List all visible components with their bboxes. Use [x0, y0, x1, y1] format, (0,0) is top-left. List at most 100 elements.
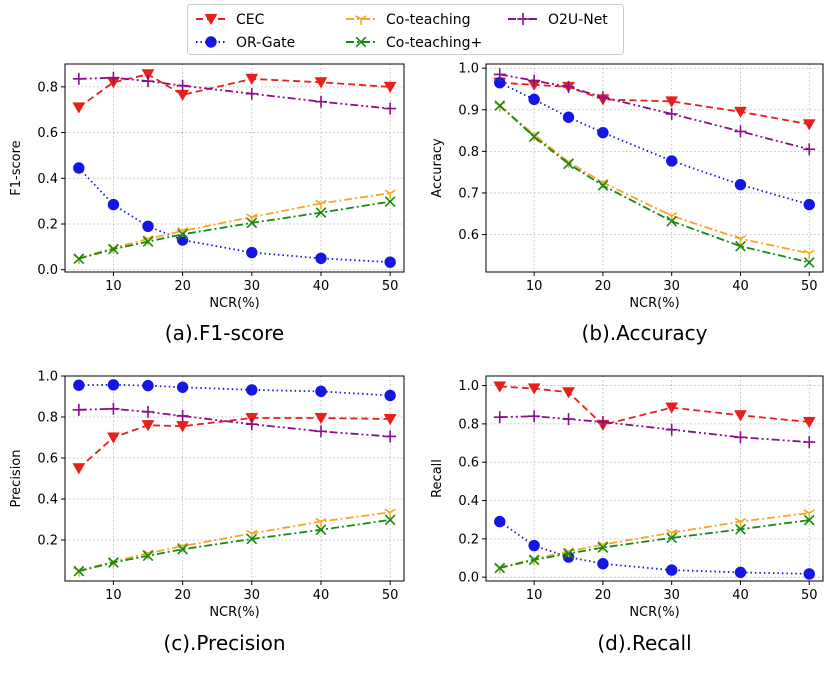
- data-point-co-teaching-plus: [142, 550, 154, 562]
- series-line-or-gate: [78, 383, 391, 397]
- data-point-cec: [665, 96, 679, 108]
- panel-b: 10 20 30 40 50 0.6 0.7 0.8 0.9 1.0 NCR(%) Accuracy (…: [430, 62, 824, 345]
- series-cec: [493, 381, 816, 432]
- series-cec: [72, 412, 397, 475]
- x-tick-label: 30: [244, 279, 261, 294]
- series-cec: [493, 77, 816, 131]
- data-point-co-teaching-plus: [142, 236, 154, 247]
- series-co-teaching: [73, 189, 396, 265]
- y-tick-label: 0.2: [458, 532, 479, 547]
- data-point-co-teaching: [734, 235, 747, 245]
- data-point-cec: [383, 414, 397, 426]
- x-axis-label: NCR(%): [209, 605, 259, 620]
- data-point-co-teaching: [734, 517, 747, 528]
- x-tick-label: 10: [526, 279, 543, 294]
- series-co-teaching-plus: [494, 514, 815, 574]
- panel-caption: (b).Accuracy: [582, 321, 708, 345]
- y-tick-label: 0.6: [37, 126, 58, 141]
- series-line-cec: [499, 385, 810, 426]
- data-point-co-teaching-plus: [803, 514, 815, 526]
- data-point-o2u-net: [528, 410, 541, 423]
- data-point-o2u-net: [665, 107, 678, 120]
- series-cec: [72, 69, 397, 114]
- data-point-co-teaching-plus: [735, 523, 746, 535]
- x-tick-label: 10: [105, 279, 122, 294]
- data-point-co-teaching-plus: [177, 228, 188, 240]
- panel-caption: (a).F1-score: [165, 321, 284, 345]
- series-co-teaching: [73, 508, 396, 577]
- y-tick-label: 0.2: [37, 534, 58, 549]
- data-point-co-teaching: [384, 189, 396, 200]
- y-tick-label: 0.4: [37, 493, 58, 508]
- y-tick-label: 0.6: [458, 228, 479, 243]
- data-point-or-gate: [315, 252, 327, 264]
- series-or-gate: [73, 162, 396, 268]
- data-point-o2u-net: [314, 425, 327, 438]
- data-point-o2u-net: [562, 80, 575, 93]
- plot-frame: [485, 63, 824, 273]
- data-point-or-gate: [107, 379, 120, 391]
- series-o2u-net: [493, 410, 816, 449]
- x-tick-label: 40: [313, 588, 330, 603]
- data-point-o2u-net: [384, 430, 397, 443]
- data-point-or-gate: [803, 198, 815, 211]
- data-point-co-teaching-plus: [563, 548, 574, 559]
- data-point-cec: [72, 102, 86, 114]
- data-point-co-teaching-plus: [735, 240, 746, 252]
- series-co-teaching-plus: [73, 196, 396, 265]
- x-tick-label: 10: [105, 588, 122, 603]
- data-point-co-teaching-plus: [803, 257, 815, 268]
- data-point-cec: [314, 412, 328, 425]
- legend-entry-o2u-net: O2U-Net: [508, 12, 608, 28]
- data-point-o2u-net: [107, 71, 120, 84]
- data-point-or-gate: [803, 568, 815, 580]
- x-tick-label: 20: [595, 588, 612, 603]
- legend-label-o2u-net: O2U-Net: [548, 12, 608, 28]
- data-point-co-teaching-plus: [246, 533, 258, 545]
- data-point-co-teaching: [315, 199, 327, 210]
- legend-frame: [187, 4, 624, 55]
- legend-entry-cec: CEC: [196, 12, 265, 28]
- y-tick-label: 0.8: [458, 417, 479, 432]
- data-point-co-teaching-plus: [528, 554, 540, 566]
- plot-frame: [64, 63, 405, 273]
- data-point-co-teaching-plus: [73, 565, 85, 577]
- data-point-o2u-net: [734, 125, 747, 138]
- data-point-o2u-net: [528, 74, 541, 87]
- data-point-o2u-net: [803, 143, 816, 156]
- data-point-co-teaching-plus: [108, 557, 119, 568]
- data-point-cec: [734, 106, 747, 119]
- data-point-co-teaching-plus: [563, 158, 574, 170]
- data-point-o2u-net: [734, 431, 747, 444]
- series-line-co-teaching-plus: [499, 104, 810, 264]
- series-o2u-net: [72, 71, 397, 115]
- x-tick-label: 30: [663, 588, 680, 603]
- data-point-o2u-net: [562, 413, 575, 426]
- x-tick-label: 40: [732, 279, 749, 294]
- data-point-or-gate: [528, 539, 540, 552]
- data-point-cec: [493, 381, 507, 393]
- data-point-or-gate: [597, 558, 609, 570]
- y-tick-label: 0.8: [37, 80, 58, 95]
- data-point-cec: [383, 81, 397, 94]
- data-point-or-gate: [384, 256, 396, 268]
- x-tick-label: 20: [174, 588, 191, 603]
- y-tick-label: 0.0: [458, 571, 479, 586]
- data-point-co-teaching-plus: [246, 217, 258, 229]
- data-point-or-gate: [176, 381, 189, 393]
- data-point-cec: [802, 119, 816, 131]
- series-line-co-teaching: [78, 192, 391, 260]
- data-point-co-teaching-plus: [494, 100, 506, 111]
- series-o2u-net: [72, 402, 397, 443]
- data-point-o2u-net: [142, 405, 155, 418]
- data-point-or-gate: [384, 389, 396, 402]
- data-point-o2u-net: [596, 415, 609, 428]
- data-point-or-gate: [734, 178, 747, 191]
- series-or-gate: [494, 515, 815, 580]
- legend-marker-o2u-net: [517, 13, 529, 25]
- data-point-co-teaching-plus: [528, 131, 540, 143]
- series-co-teaching-plus: [494, 100, 815, 268]
- legend-entry-co-teaching: Co-teaching: [346, 12, 471, 28]
- series-line-cec: [78, 417, 391, 469]
